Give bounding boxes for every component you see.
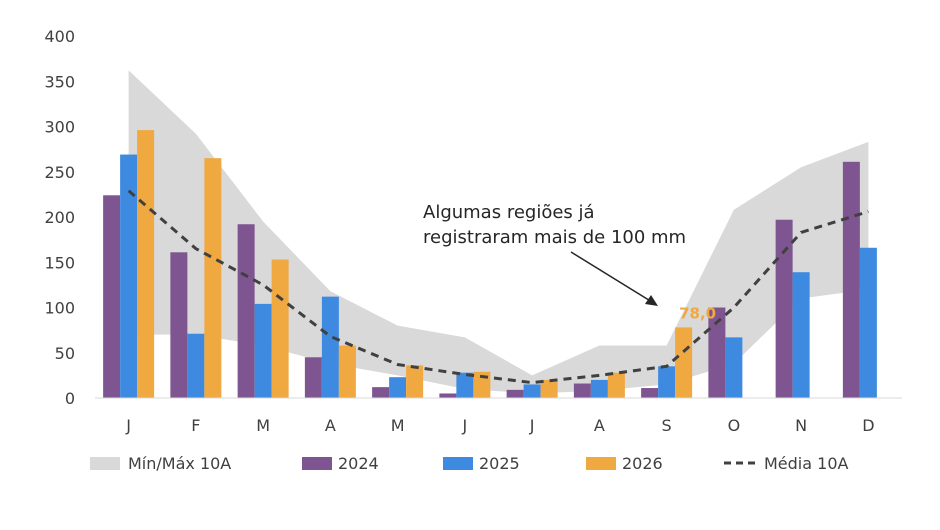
bar-2024-10 [775, 219, 793, 398]
annotation-line-1: Algumas regiões já [423, 202, 595, 223]
bar-2025-0 [120, 154, 138, 398]
annotation-arrow [570, 251, 653, 303]
y-tick-label: 300 [44, 118, 75, 137]
annotation: Algumas regiões já registraram mais de 1… [423, 202, 686, 306]
bar-2026-4 [406, 365, 424, 398]
bar-2026-8 [675, 327, 693, 398]
annotation-line-2: registraram mais de 100 mm [423, 227, 686, 248]
bar-2025-5 [456, 372, 474, 398]
average-line-path [127, 189, 869, 385]
y-tick-label: 150 [44, 253, 75, 272]
y-tick-label: 350 [44, 72, 75, 91]
x-tick-label: N [795, 416, 807, 435]
bar-2024-8 [641, 388, 659, 398]
bar-2025-7 [590, 379, 608, 398]
legend-label-average: Média 10A [764, 454, 849, 473]
x-tick-label: D [862, 416, 874, 435]
bar-2025-1 [187, 333, 205, 398]
legend-swatch-2025 [443, 457, 473, 470]
bars [103, 130, 877, 398]
bar-2024-1 [170, 252, 188, 398]
band-area [128, 70, 869, 394]
legend-swatch-2026 [586, 457, 616, 470]
bar-2026-2 [271, 259, 289, 398]
legend-label-2026: 2026 [622, 454, 663, 473]
legend-label-2025: 2025 [479, 454, 520, 473]
y-tick-label: 250 [44, 163, 75, 182]
bar-2026-3 [338, 345, 356, 398]
x-tick-label: J [529, 416, 535, 435]
bar-2025-2 [254, 303, 272, 398]
bar-2026-0 [137, 130, 155, 398]
x-tick-label: J [125, 416, 131, 435]
x-tick-label: F [191, 416, 200, 435]
legend-swatch-2024 [302, 457, 332, 470]
bar-2024-7 [573, 383, 591, 398]
x-tick-label: S [662, 416, 672, 435]
bar-2025-6 [523, 384, 541, 398]
data-label-2026-s: 78,0 [679, 304, 716, 322]
x-tick-label: J [462, 416, 468, 435]
legend-label-band: Mín/Máx 10A [128, 454, 231, 473]
y-axis-ticks: 0 50 100 150 200 250 300 350 400 [44, 27, 75, 408]
min-max-band [128, 70, 869, 394]
bar-2024-3 [304, 357, 322, 398]
bar-2024-5 [439, 393, 457, 398]
bar-2025-3 [321, 296, 339, 398]
bar-2024-9 [708, 307, 726, 398]
bar-2024-6 [506, 389, 524, 398]
bar-2025-8 [658, 366, 676, 398]
bar-2026-7 [607, 372, 625, 398]
x-tick-label: A [325, 416, 336, 435]
y-tick-label: 0 [65, 389, 75, 408]
annotation-arrowhead [645, 295, 658, 306]
y-tick-label: 200 [44, 208, 75, 227]
bar-2025-10 [792, 272, 810, 398]
y-tick-label: 50 [55, 344, 75, 363]
x-tick-label: A [594, 416, 605, 435]
legend-label-2024: 2024 [338, 454, 379, 473]
legend: Mín/Máx 10A 2024 2025 2026 Média 10A [90, 454, 849, 473]
x-tick-label: M [256, 416, 270, 435]
bar-2024-4 [372, 387, 390, 398]
bar-2024-11 [842, 161, 860, 398]
y-tick-label: 100 [44, 299, 75, 318]
bar-2024-2 [237, 224, 255, 398]
y-tick-label: 400 [44, 27, 75, 46]
x-tick-label: M [391, 416, 405, 435]
bar-2026-6 [540, 379, 558, 398]
bar-2026-1 [204, 158, 222, 398]
bar-2025-4 [389, 377, 407, 398]
bar-2025-9 [725, 337, 743, 398]
average-line [127, 189, 869, 385]
x-tick-label: O [728, 416, 741, 435]
bar-2024-0 [103, 195, 121, 398]
legend-swatch-band [90, 457, 120, 470]
bar-2025-11 [859, 247, 877, 398]
data-labels: 78,0 [679, 304, 716, 322]
